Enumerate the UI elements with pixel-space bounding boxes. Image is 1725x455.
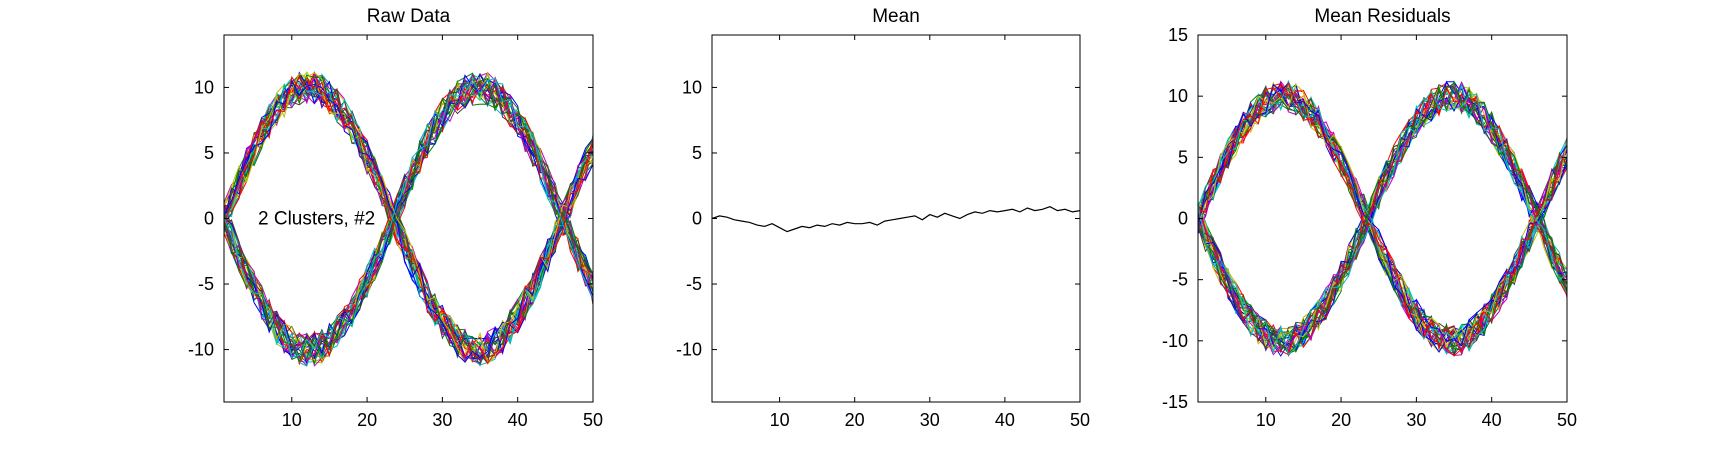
series-line: [1198, 84, 1567, 356]
mean-line: [712, 206, 1080, 233]
series-line: [224, 77, 593, 366]
x-tick-label: 50: [1070, 410, 1090, 430]
plot-area: [711, 34, 1081, 403]
plot-area: [1197, 34, 1568, 403]
y-tick-label: -15: [1162, 392, 1188, 412]
series-line: [1198, 86, 1567, 350]
x-tick-label: 10: [770, 410, 790, 430]
y-tick-label: -5: [1172, 270, 1188, 290]
y-tick-label: -10: [188, 340, 214, 360]
plot-title: Raw Data: [367, 6, 451, 27]
x-tick-label: 10: [282, 410, 302, 430]
series-line: [1198, 81, 1567, 357]
series-line: [1198, 83, 1567, 356]
y-tick-label: 0: [1178, 209, 1188, 229]
series-group: [224, 71, 593, 367]
y-tick-label: 5: [204, 143, 214, 163]
series-line: [1198, 82, 1567, 349]
series-line: [224, 75, 593, 364]
axes-2: 10 20 30 40 50 -10 -5 0 5 10 Mean: [676, 6, 1090, 430]
series-line: [1198, 85, 1567, 357]
x-tick-label: 10: [1256, 410, 1276, 430]
y-tick-label: -10: [676, 340, 702, 360]
x-tick-label: 30: [432, 410, 452, 430]
series-line: [1198, 79, 1567, 354]
series-line: [1198, 90, 1567, 356]
series-line: [224, 74, 593, 356]
x-tick-label: 20: [357, 410, 377, 430]
series-line: [224, 72, 593, 366]
series-line: [224, 78, 593, 363]
x-tick-label: 30: [920, 410, 940, 430]
axes-3: 10 20 30 40 50 -15 -10 -5 0 5 10 15 Mean Residuals: [1162, 6, 1577, 430]
series-line: [224, 74, 593, 356]
x-tick-label: 40: [508, 410, 528, 430]
y-tick-label: 5: [692, 143, 702, 163]
cluster-annotation: 2 Clusters, #2: [258, 209, 375, 230]
axes-1: 10 20 30 40 50 -10 -5 0 5 10 Raw Data 2 Clusters, #…: [188, 6, 603, 430]
x-tick-label: 20: [845, 410, 865, 430]
x-tick-label: 30: [1406, 410, 1426, 430]
x-tick-label: 20: [1331, 410, 1351, 430]
x-tick-label: 40: [995, 410, 1015, 430]
y-tick-label: 10: [194, 77, 214, 97]
series-group: [1198, 79, 1567, 358]
y-tick-label: 10: [682, 77, 702, 97]
x-tick-label: 50: [1557, 410, 1577, 430]
y-tick-label: -10: [1162, 331, 1188, 351]
series-line: [1198, 83, 1567, 347]
y-tick-label: 15: [1168, 25, 1188, 45]
plot-title: Mean: [872, 6, 920, 27]
series-line: [224, 78, 593, 358]
y-tick-label: -5: [198, 274, 214, 294]
series-group: [712, 206, 1080, 233]
series-line: [224, 74, 593, 359]
plot-title: Mean Residuals: [1314, 6, 1450, 27]
x-tick-label: 50: [583, 410, 603, 430]
series-line: [224, 72, 593, 367]
series-line: [224, 72, 593, 364]
y-tick-label: 0: [204, 209, 214, 229]
series-line: [224, 77, 593, 351]
x-tick-label: 40: [1482, 410, 1502, 430]
series-line: [1198, 79, 1567, 352]
y-tick-label: 10: [1168, 86, 1188, 106]
y-tick-label: 5: [1178, 147, 1188, 167]
series-line: [1198, 93, 1567, 348]
y-tick-label: -5: [686, 274, 702, 294]
y-tick-label: 0: [692, 209, 702, 229]
